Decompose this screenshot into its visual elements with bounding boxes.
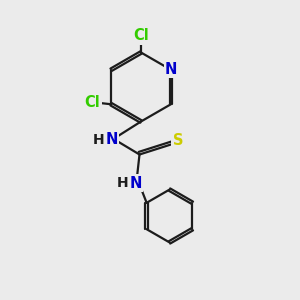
Text: S: S	[173, 133, 183, 148]
Text: Cl: Cl	[85, 95, 101, 110]
Text: H: H	[116, 176, 128, 190]
Text: H: H	[92, 133, 104, 146]
Text: N: N	[165, 62, 177, 77]
Text: N: N	[106, 132, 118, 147]
Text: N: N	[130, 176, 142, 190]
Text: Cl: Cl	[133, 28, 149, 44]
